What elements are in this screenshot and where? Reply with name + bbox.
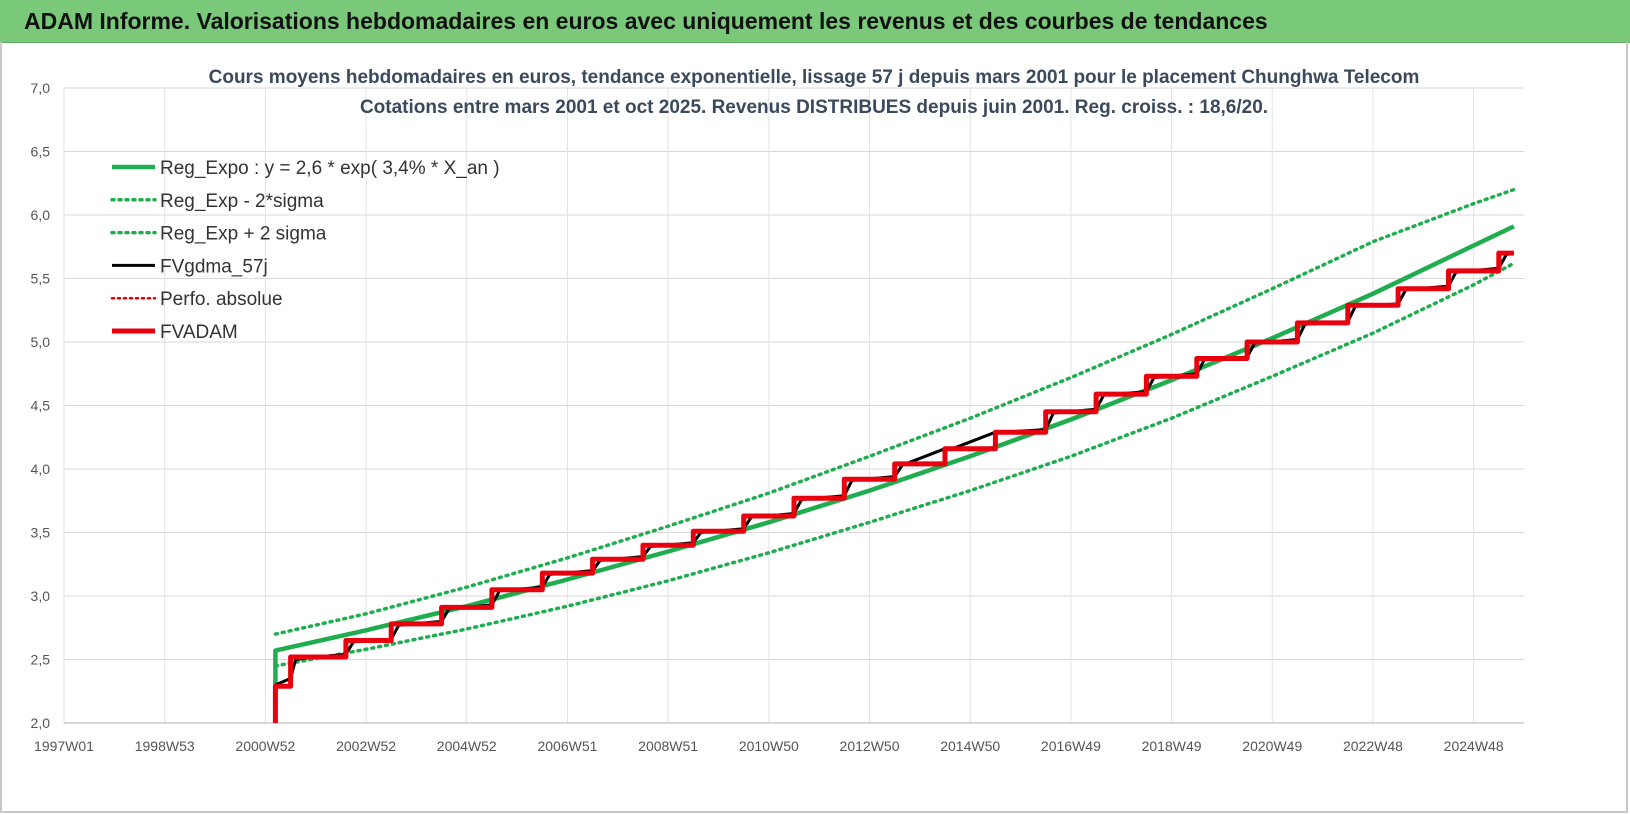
chart-frame: 2,0 2,5 3,0 3,5 4,0 4,5 5,0 5,5 6,0 6,5 7,0 1997W01…	[0, 42, 1628, 813]
x-tick-label: 2014W50	[940, 738, 1000, 754]
series-group	[272, 187, 1516, 723]
x-tick-label: 2012W50	[840, 738, 900, 754]
y-tick-label: 3,5	[31, 525, 51, 541]
y-tick-label: 2,0	[31, 715, 51, 731]
legend: Reg_Expo : y = 2,6 * exp( 3,4% * X_an ) R…	[110, 158, 500, 343]
legend-label-4: Perfo. absolue	[160, 289, 283, 310]
legend-label-5: FVADAM	[160, 322, 238, 343]
series-line-1	[273, 261, 1516, 668]
x-tick-label: 2000W52	[235, 738, 295, 754]
x-tick-label: 2024W48	[1444, 738, 1504, 754]
chart-subtitle: Cotations entre mars 2001 et oct 2025. R…	[360, 97, 1268, 118]
page-title: ADAM Informe. Valorisations hebdomadaire…	[24, 8, 1268, 34]
legend-label-0: Reg_Expo : y = 2,6 * exp( 3,4% * X_an )	[160, 158, 500, 179]
header-bar: ADAM Informe. Valorisations hebdomadaire…	[0, 0, 1630, 43]
x-tick-label: 2022W48	[1343, 738, 1403, 754]
x-tick-label: 2018W49	[1142, 738, 1202, 754]
x-tick-label: 2008W51	[638, 738, 698, 754]
y-tick-label: 6,0	[31, 207, 51, 223]
chart-title: Cours moyens hebdomadaires en euros, ten…	[209, 67, 1420, 88]
y-tick-label: 5,5	[31, 271, 51, 287]
axes: 2,0 2,5 3,0 3,5 4,0 4,5 5,0 5,5 6,0 6,5 7,0 1997W01…	[31, 80, 1524, 754]
x-tick-label: 1998W53	[135, 738, 195, 754]
y-tick-label: 7,0	[31, 80, 51, 96]
x-tick-label: 2006W51	[537, 738, 597, 754]
legend-label-2: Reg_Exp + 2 sigma	[160, 224, 327, 245]
x-tick-label: 2020W49	[1242, 738, 1302, 754]
y-tick-label: 3,0	[31, 588, 51, 604]
y-tick-label: 4,5	[31, 398, 51, 414]
y-tick-label: 2,5	[31, 652, 51, 668]
grid	[63, 87, 1524, 724]
series-line-2	[273, 187, 1516, 636]
line-chart: 2,0 2,5 3,0 3,5 4,0 4,5 5,0 5,5 6,0 6,5 7,0 1997W01…	[31, 67, 1524, 754]
x-tick-label: 2004W52	[437, 738, 497, 754]
x-tick-label: 2002W52	[336, 738, 396, 754]
y-tick-label: 5,0	[31, 334, 51, 350]
x-tick-label: 2010W50	[739, 738, 799, 754]
y-tick-label: 6,5	[31, 144, 51, 160]
x-tick-label: 2016W49	[1041, 738, 1101, 754]
series-line-5	[272, 250, 1514, 723]
x-tick-label: 1997W01	[34, 738, 94, 754]
legend-label-3: FVgdma_57j	[160, 256, 268, 277]
legend-label-1: Reg_Exp - 2*sigma	[160, 191, 324, 212]
y-tick-label: 4,0	[31, 461, 51, 477]
